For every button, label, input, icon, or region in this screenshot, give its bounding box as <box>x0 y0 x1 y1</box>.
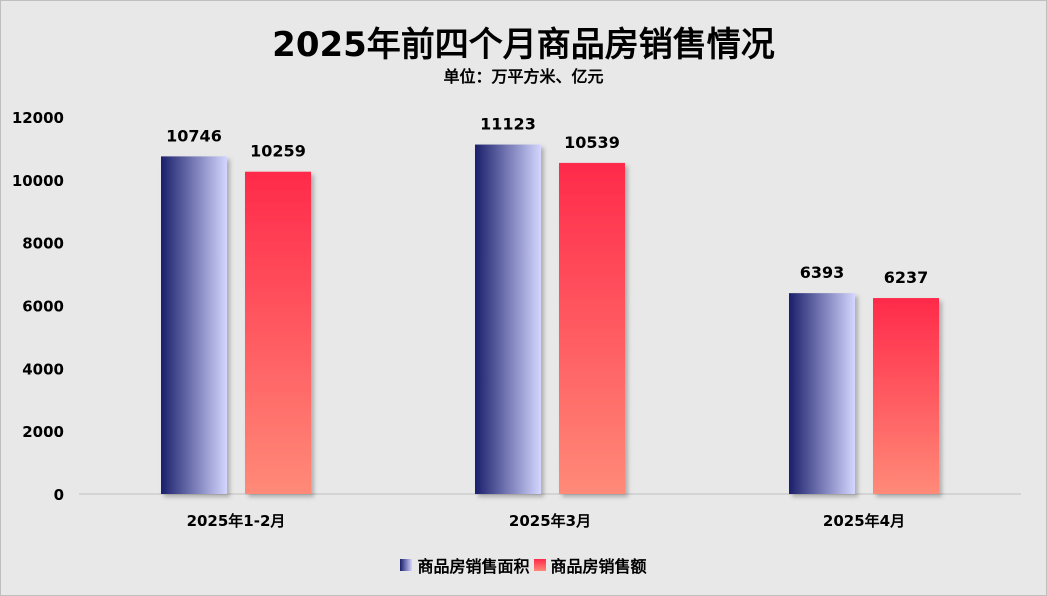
legend-item-amount: 商品房销售额 <box>533 553 647 577</box>
data-label-amount: 6237 <box>884 268 929 287</box>
y-tick-label: 2000 <box>22 423 64 441</box>
chart-subtitle: 单位：万平方米、亿元 <box>443 67 604 86</box>
y-tick-label: 6000 <box>22 298 64 316</box>
data-label-area: 10746 <box>166 126 222 145</box>
legend-swatch-area <box>400 559 413 571</box>
y-tick-label: 0 <box>54 486 64 504</box>
legend: 商品房销售面积 商品房销售额 <box>1 553 1046 577</box>
legend-label-amount: 商品房销售额 <box>550 557 647 576</box>
x-tick-label: 2025年4月 <box>823 512 905 530</box>
y-tick-label: 4000 <box>22 360 64 378</box>
bar-area <box>475 144 541 494</box>
legend-label-area: 商品房销售面积 <box>417 557 530 576</box>
bar-amount <box>873 298 939 494</box>
legend-item-area: 商品房销售面积 <box>400 553 530 577</box>
data-label-amount: 10539 <box>564 133 620 152</box>
legend-swatch-amount <box>533 559 546 571</box>
bar-amount <box>559 162 625 494</box>
data-label-area: 6393 <box>800 263 845 282</box>
y-tick-label: 10000 <box>12 172 64 190</box>
x-tick-label: 2025年3月 <box>509 512 591 530</box>
y-tick-label: 12000 <box>12 109 64 127</box>
bar-amount <box>245 171 311 494</box>
x-tick-label: 2025年1-2月 <box>187 512 286 530</box>
data-label-area: 11123 <box>480 115 536 134</box>
bar-area <box>789 293 855 494</box>
data-label-amount: 10259 <box>250 142 306 161</box>
y-tick-label: 8000 <box>22 235 64 253</box>
chart-title: 2025年前四个月商品房销售情况 <box>272 25 775 65</box>
bar-area <box>161 156 227 495</box>
